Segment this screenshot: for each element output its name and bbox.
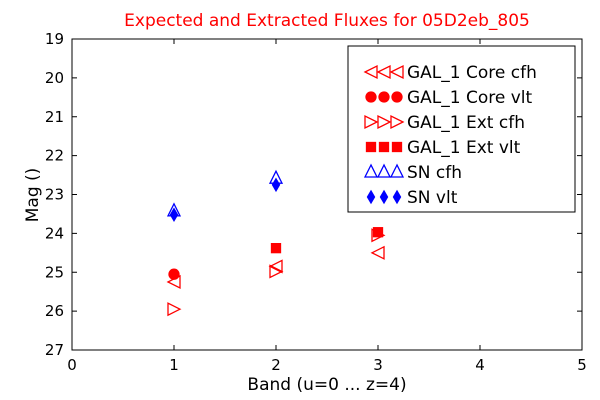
legend-label-sn-cfh: SN cfh xyxy=(407,163,462,183)
y-tick-label: 19 xyxy=(45,30,64,48)
legend-marker-gal-1-ext-vlt xyxy=(378,141,390,153)
legend-label-gal-1-core-vlt: GAL_1 Core vlt xyxy=(407,88,533,108)
legend-box xyxy=(347,45,576,213)
y-tick-label: 21 xyxy=(45,108,64,126)
legend-marker-sn-vlt xyxy=(392,189,402,205)
data-marks xyxy=(166,169,386,317)
legend-marker-gal-1-ext-vlt xyxy=(391,141,403,153)
y-tick-label: 22 xyxy=(45,147,64,165)
point-sn-vlt xyxy=(271,177,281,193)
legend-marker-gal-1-core-cfh xyxy=(389,64,404,80)
point-gal-1-ext-cfh xyxy=(167,302,182,317)
y-tick-label: 20 xyxy=(45,69,64,87)
legend-marker-gal-1-core-vlt xyxy=(378,91,390,103)
x-tick-label: 1 xyxy=(169,356,179,374)
legend-label-gal-1-ext-cfh: GAL_1 Ext cfh xyxy=(407,113,525,133)
legend-marker-gal-1-ext-cfh xyxy=(390,114,405,130)
legend-label-sn-vlt: SN vlt xyxy=(407,188,458,208)
point-gal-1-core-cfh xyxy=(268,259,283,274)
y-tick-label: 25 xyxy=(45,263,64,281)
legend-marker-sn-cfh xyxy=(389,163,405,178)
point-gal-1-ext-vlt xyxy=(372,227,384,238)
y-tick-label: 23 xyxy=(45,186,64,204)
legend-marker-sn-vlt xyxy=(366,189,376,205)
point-gal-1-core-cfh xyxy=(370,245,385,260)
legend-label-gal-1-core-cfh: GAL_1 Core cfh xyxy=(407,63,537,83)
legend-marker-gal-1-core-vlt xyxy=(391,91,403,103)
legend-marker-sn-cfh xyxy=(363,163,379,178)
legend-marker-gal-1-ext-vlt xyxy=(365,141,377,153)
x-tick-label: 4 xyxy=(475,356,485,374)
legend-marker-gal-1-ext-cfh xyxy=(377,114,392,130)
legend-marker-sn-cfh xyxy=(376,163,392,178)
legend-label-gal-1-ext-vlt: GAL_1 Ext vlt xyxy=(407,138,521,158)
x-axis-label: Band (u=0 ... z=4) xyxy=(247,375,406,395)
x-tick-label: 0 xyxy=(67,356,77,374)
point-gal-1-ext-vlt xyxy=(270,242,282,254)
legend: GAL_1 Core cfh GAL_1 Core vlt GAL_1 Ext cf… xyxy=(347,45,576,213)
chart-title: Expected and Extracted Fluxes for 05D2eb… xyxy=(124,11,530,31)
y-tick-label: 27 xyxy=(45,341,64,359)
legend-marker-sn-vlt xyxy=(379,189,389,205)
y-tick-label: 26 xyxy=(45,302,64,320)
x-tick-label: 2 xyxy=(271,356,281,374)
legend-marker-gal-1-core-vlt xyxy=(365,91,377,103)
point-gal-1-core-vlt xyxy=(168,268,180,280)
x-tick-label: 5 xyxy=(577,356,587,374)
x-tick-label: 3 xyxy=(373,356,383,374)
y-axis-label: Mag () xyxy=(23,168,43,223)
legend-marker-gal-1-ext-cfh xyxy=(364,114,379,130)
point-gal-1-ext-cfh xyxy=(269,264,284,279)
point-sn-vlt xyxy=(169,207,179,223)
y-tick-label: 24 xyxy=(45,224,64,242)
